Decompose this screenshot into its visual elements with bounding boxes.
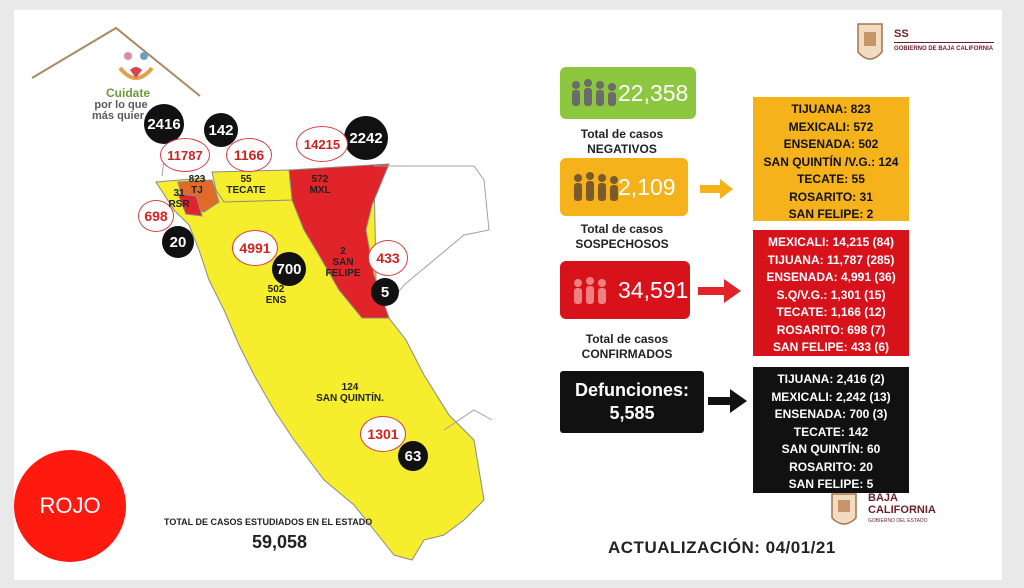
list-item: SAN QUINTÍN: 60	[781, 442, 881, 456]
list-item: ROSARITO: 698 (7)	[776, 322, 886, 337]
infographic-card: Cuidate por lo que más quier SS GOBIERNO…	[14, 10, 1002, 580]
map-label-rsr: 31 RSR	[168, 188, 190, 210]
deaths-tile: Defunciones: 5,585	[560, 371, 704, 433]
suspected-by-city-list: TIJUANA: 823 MEXICALI: 572 ENSENADA: 502…	[753, 97, 909, 221]
deaths-value: 5,585	[609, 403, 655, 423]
map-sonora-outline	[374, 165, 490, 301]
map-deaths-tijuana: 2416	[144, 104, 184, 144]
map-deaths-ensenada: 700	[272, 252, 306, 286]
coat-of-arms-icon	[831, 493, 857, 525]
list-item: TIJUANA: 823	[791, 102, 871, 116]
list-item: SAN FELIPE: 2	[788, 207, 874, 221]
map-region-rosarito	[177, 193, 203, 217]
arrow-right-icon	[700, 179, 733, 199]
list-item: MEXICALI: 572	[788, 119, 874, 134]
bc-logo-line-2: CALIFORNIA	[868, 504, 936, 516]
map-deaths-san-quintin: 63	[398, 441, 428, 471]
deaths-label: Defunciones:	[574, 380, 689, 400]
bc-logo-line-3: GOBIERNO DEL ESTADO	[868, 518, 928, 524]
baja-california-map	[155, 159, 493, 561]
list-item: SAN FELIPE: 5	[788, 477, 874, 491]
arrow-right-icon	[698, 279, 741, 303]
list-item: MEXICALI: 14,215 (84)	[767, 235, 895, 249]
map-confirmed-san-felipe: 433	[368, 240, 408, 276]
list-item: SAN QUINTÍN /V.G.: 124	[763, 154, 899, 169]
coat-of-arms-icon	[857, 23, 883, 60]
map-deaths-mexicali: 2242	[344, 116, 388, 160]
gov-logo-ss: SS	[894, 28, 909, 40]
status-label: ROJO	[39, 493, 101, 518]
deaths-by-city-list: TIJUANA: 2,416 (2) MEXICALI: 2,242 (13) …	[753, 367, 909, 493]
negatives-caption: Total de casos NEGATIVOS	[580, 127, 664, 156]
suspected-caption: Total de casos SOSPECHOSOS	[575, 222, 669, 251]
suspected-value: 2,109	[618, 173, 676, 200]
map-confirmed-rosarito: 698	[138, 200, 174, 232]
suspected-tile: 2,109	[560, 158, 688, 216]
map-region-tecate	[211, 169, 293, 203]
traffic-light-status-badge: ROJO	[14, 450, 126, 562]
map-label-ens: 502 ENS	[265, 284, 287, 306]
people-group-icon	[572, 79, 616, 106]
list-item: S.Q/V.G.: 1,301 (15)	[776, 287, 886, 302]
map-deaths-rosarito: 20	[162, 226, 194, 258]
logo-tagline-1: Cuidate	[105, 86, 150, 100]
list-item: ENSENADA: 700 (3)	[774, 407, 888, 421]
map-region-mexicali	[288, 163, 390, 319]
map-deaths-san-felipe: 5	[371, 278, 399, 306]
list-item: MEXICALI: 2,242 (13)	[771, 389, 891, 404]
map-label-mxl: 572 MXL	[309, 174, 331, 196]
list-item: ROSARITO: 31	[789, 189, 873, 204]
map-label-tecate: 55 TECATE	[226, 174, 266, 196]
list-item: TECATE: 1,166 (12)	[776, 305, 886, 319]
map-confirmed-tijuana: 11787	[160, 138, 210, 172]
map-confirmed-san-quintin: 1301	[360, 416, 406, 452]
map-confirmed-tecate: 1166	[226, 138, 272, 172]
logo-tagline-2: por lo que	[94, 99, 148, 111]
list-item: TECATE: 55	[797, 172, 865, 186]
map-confirmed-mexicali: 14215	[296, 126, 348, 162]
confirmed-by-city-list: MEXICALI: 14,215 (84) TIJUANA: 11,787 (2…	[753, 230, 909, 356]
list-item: ENSENADA: 4,991 (36)	[766, 270, 896, 284]
confirmed-tile: 34,591	[560, 261, 690, 319]
map-label-san-quintin: 124 SAN QUINTÍN.	[316, 382, 384, 404]
total-studied-value: 59,058	[252, 532, 308, 552]
gov-logo-divider	[894, 42, 994, 43]
logo-tagline-3: más quier	[92, 110, 144, 122]
map-deaths-tecate: 142	[204, 113, 238, 147]
list-item: SAN FELIPE: 433 (6)	[772, 340, 890, 354]
list-item: TECATE: 142	[793, 424, 869, 439]
people-group-icon	[574, 277, 606, 304]
list-item: TIJUANA: 2,416 (2)	[777, 372, 885, 386]
people-group-icon	[574, 172, 618, 201]
list-item: ENSENADA: 502	[783, 137, 879, 151]
update-date: ACTUALIZACIÓN: 04/01/21	[608, 538, 836, 557]
confirmed-caption: Total de casos CONFIRMADOS	[581, 332, 673, 361]
negatives-tile: 22,358	[560, 67, 696, 119]
list-item: TIJUANA: 11,787 (285)	[767, 252, 895, 267]
map-confirmed-ensenada: 4991	[232, 230, 278, 266]
confirmed-value: 34,591	[618, 276, 689, 303]
bc-logo-line-1: BAJA	[868, 492, 898, 504]
list-item: ROSARITO: 20	[789, 459, 873, 474]
map-label-san-felipe: 2 SAN FELIPE	[325, 246, 361, 279]
map-label-tj: 823 TJ	[188, 174, 206, 196]
arrow-right-icon	[708, 389, 747, 413]
total-studied-label: TOTAL DE CASOS ESTUDIADOS EN EL ESTADO	[164, 517, 373, 527]
negatives-value: 22,358	[618, 79, 689, 106]
gov-logo-name: GOBIERNO DE BAJA CALIFORNIA	[894, 46, 994, 52]
cuidate-logo-icon	[31, 26, 201, 97]
